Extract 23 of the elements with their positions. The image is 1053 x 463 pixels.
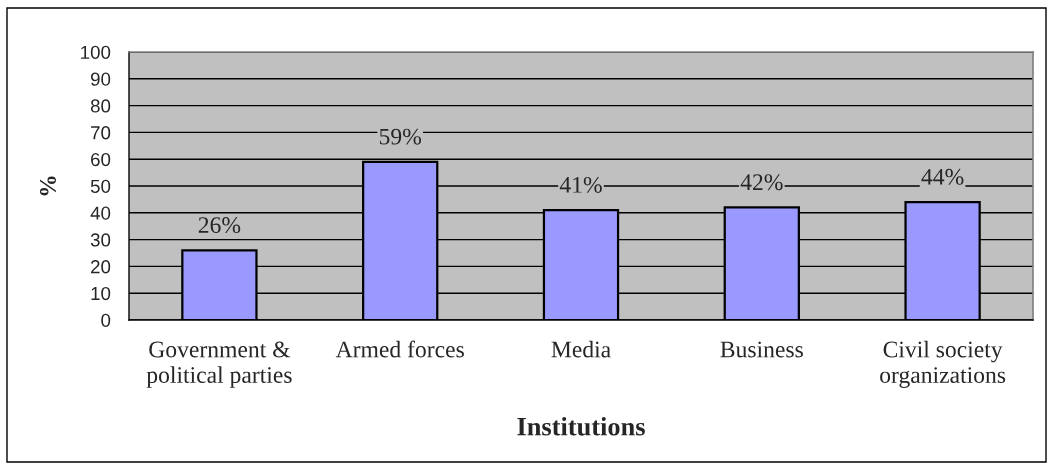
- data-label: 42%: [740, 174, 783, 191]
- y-tick-label: 20: [91, 260, 111, 274]
- data-label: 26%: [198, 217, 241, 234]
- y-tick-label: 70: [91, 126, 111, 140]
- y-tick-label: 10: [91, 286, 111, 301]
- x-tick-label: Government & political parties: [146, 341, 292, 388]
- y-tick-label: 50: [90, 179, 111, 193]
- data-label: 41%: [559, 176, 602, 193]
- data-label: 59%: [379, 128, 422, 145]
- y-tick-label: 40: [90, 206, 111, 220]
- y-tick-label: 0: [101, 313, 111, 327]
- x-tick-label: Business: [720, 341, 803, 358]
- x-tick-label: Media: [551, 340, 611, 358]
- x-tick-label: Armed forces: [335, 340, 464, 358]
- y-axis-title: %: [39, 176, 56, 196]
- y-tick-label: 60: [91, 152, 111, 167]
- y-tick-label: 80: [90, 99, 111, 113]
- x-axis-title: Institutions: [517, 417, 645, 436]
- y-tick-label: 90: [90, 72, 111, 86]
- x-tick-label: Civil society organizations: [880, 340, 1006, 388]
- y-tick-label: 30: [90, 233, 111, 247]
- data-label: 44%: [921, 168, 964, 185]
- y-tick-label: 100: [81, 45, 111, 59]
